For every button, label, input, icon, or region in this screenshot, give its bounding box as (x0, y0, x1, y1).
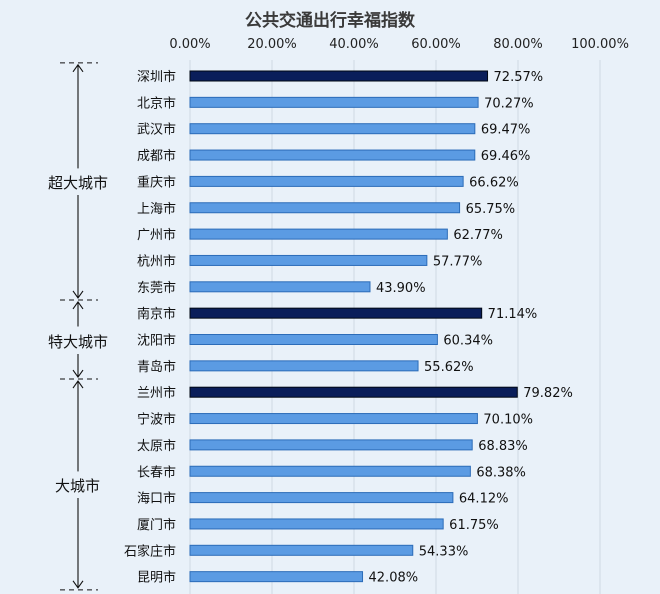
category-label: 重庆市 (137, 174, 176, 190)
x-tick-label: 60.00% (411, 37, 461, 52)
data-label: 70.10% (483, 413, 533, 428)
chart-title: 公共交通出行幸福指数 (245, 11, 415, 31)
bar (189, 175, 464, 187)
category-label: 南京市 (137, 306, 176, 322)
group-label-super-large: 超大城市 (48, 170, 109, 195)
bar (189, 123, 476, 135)
category-label: 沈阳市 (137, 333, 176, 349)
category-label: 广州市 (137, 227, 176, 243)
bar (189, 96, 479, 108)
data-label: 65.75% (466, 202, 516, 217)
bar (189, 202, 461, 214)
data-label: 43.90% (376, 281, 426, 296)
category-label: 深圳市 (137, 69, 176, 85)
bracket-arrowhead (72, 580, 84, 589)
category-label: 石家庄市 (124, 543, 176, 559)
bar (189, 334, 438, 345)
data-label: 60.34% (443, 334, 493, 349)
category-label: 长春市 (137, 464, 176, 480)
data-label: 62.77% (453, 228, 503, 243)
bar (189, 254, 428, 266)
category-label: 海口市 (137, 491, 176, 507)
data-label: 57.77% (433, 254, 483, 269)
category-label: 兰州市 (137, 385, 176, 401)
data-label: 69.46% (481, 149, 531, 164)
data-label: 69.47% (481, 123, 531, 138)
category-label: 厦门市 (137, 517, 176, 533)
category-label: 宁波市 (137, 412, 176, 428)
category-label: 北京市 (137, 95, 176, 111)
category-label: 上海市 (137, 201, 176, 217)
x-tick-label: 80.00% (493, 37, 543, 52)
bracket-arrowhead (72, 380, 84, 389)
category-label: 太原市 (137, 438, 176, 454)
category-label: 武汉市 (137, 122, 176, 138)
bar (189, 413, 478, 425)
x-tick-label: 0.00% (169, 37, 210, 52)
data-label: 61.75% (449, 518, 499, 533)
bracket-arrowhead (72, 301, 84, 310)
x-tick-label: 40.00% (329, 37, 379, 52)
bracket-arrowhead (72, 290, 84, 299)
bar (189, 571, 364, 583)
bar (189, 149, 476, 161)
bar (189, 465, 471, 477)
data-label: 70.27% (484, 96, 534, 111)
category-label: 成都市 (137, 148, 176, 164)
bar (189, 386, 518, 398)
data-label: 68.83% (478, 439, 528, 454)
data-label: 54.33% (419, 544, 469, 559)
category-label: 东莞市 (137, 280, 176, 296)
x-tick-label: 20.00% (247, 37, 297, 52)
data-label: 66.62% (469, 175, 519, 190)
data-label: 42.08% (369, 571, 419, 586)
bar (189, 518, 444, 530)
data-label: 68.38% (476, 465, 526, 480)
data-label: 64.12% (459, 492, 509, 507)
bar (189, 281, 371, 293)
bar (189, 360, 419, 372)
data-label: 79.82% (523, 386, 573, 401)
bar (189, 228, 448, 240)
bracket-arrowhead (72, 63, 84, 73)
category-label: 杭州市 (137, 253, 176, 269)
bar (189, 492, 454, 504)
bar (189, 544, 414, 556)
data-label: 72.57% (494, 70, 544, 85)
x-tick-label: 100.00% (571, 37, 629, 52)
bar (189, 70, 489, 82)
category-label: 昆明市 (137, 570, 176, 586)
category-label: 青岛市 (137, 359, 176, 375)
group-label-mega: 特大城市 (48, 329, 109, 354)
bracket-arrowhead (72, 369, 84, 378)
data-label: 55.62% (424, 360, 474, 375)
bar (189, 439, 473, 451)
group-label-large: 大城市 (55, 473, 101, 498)
data-label: 71.14% (488, 307, 538, 322)
bar (189, 307, 483, 319)
